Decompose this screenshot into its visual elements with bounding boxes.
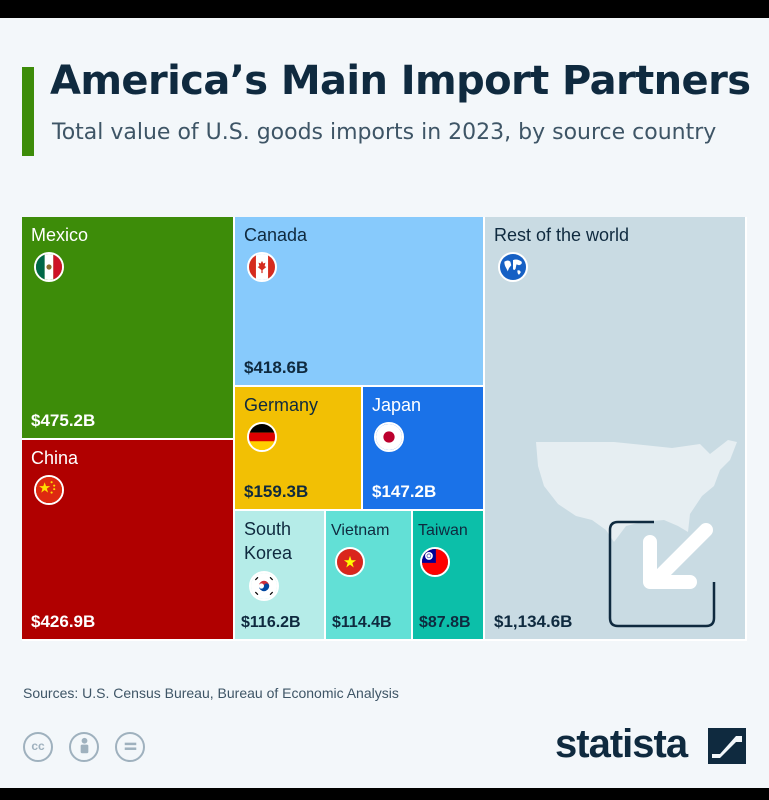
japan-flag-icon xyxy=(374,422,404,452)
title-accent-bar xyxy=(22,67,34,156)
tile-label-canada: Canada xyxy=(244,225,308,245)
tile-value-canada: $418.6B xyxy=(244,358,309,377)
us-map-icon xyxy=(536,440,737,542)
tile-label-vietnam: Vietnam xyxy=(331,522,390,539)
treemap-tile-taiwan: Taiwan $87.8B xyxy=(413,511,485,641)
statista-logo-icon xyxy=(708,728,746,764)
cc-icon[interactable]: cc xyxy=(23,732,53,762)
treemap-tile-germany: Germany $159.3B xyxy=(235,387,363,511)
germany-flag-icon xyxy=(247,422,277,452)
infographic-card: America’s Main Import Partners Total val… xyxy=(0,18,769,788)
chart-subtitle: Total value of U.S. goods imports in 202… xyxy=(52,120,717,145)
tile-label-germany: Germany xyxy=(244,395,319,415)
statista-logo[interactable]: statista xyxy=(555,722,688,766)
treemap-chart: Mexico $475.2B China $426.9B Canada $418.6B Ge… xyxy=(0,18,769,788)
tile-label-mexico: Mexico xyxy=(31,225,89,245)
treemap-tile-canada: Canada $418.6B xyxy=(235,217,485,387)
south-korea-flag-icon xyxy=(249,571,279,601)
tile-value-mexico: $475.2B xyxy=(31,411,96,430)
treemap-tile-mexico: Mexico $475.2B xyxy=(22,217,235,440)
treemap-tile-vietnam: Vietnam $114.4B xyxy=(326,511,413,641)
tile-value-japan: $147.2B xyxy=(372,482,437,501)
tile-value-china: $426.9B xyxy=(31,612,96,631)
tile-value-germany: $159.3B xyxy=(244,482,309,501)
tile-label-rest-of-the-world: Rest of the world xyxy=(494,225,630,245)
treemap-tile-rest-of-the-world: Rest of the world $1,134.6B xyxy=(485,217,747,641)
treemap-tile-japan: Japan $147.2B xyxy=(363,387,485,511)
globe-icon xyxy=(498,252,528,282)
no-derivatives-icon[interactable] xyxy=(115,732,145,762)
mexico-flag-icon xyxy=(34,252,64,282)
taiwan-flag-icon xyxy=(420,547,450,577)
tile-value-vietnam: $114.4B xyxy=(332,614,392,631)
treemap-tile-south-korea: South Korea $116.2B xyxy=(235,511,326,641)
arrow-down-left-icon xyxy=(608,520,716,628)
tile-value-rest-of-the-world: $1,134.6B xyxy=(494,612,573,631)
treemap-tile-china: China $426.9B xyxy=(22,440,235,641)
sources-note: Sources: U.S. Census Bureau, Bureau of E… xyxy=(23,685,399,701)
tile-label-taiwan: Taiwan xyxy=(418,522,468,539)
canada-flag-icon xyxy=(247,252,277,282)
attribution-icon[interactable] xyxy=(69,732,99,762)
tile-label-japan: Japan xyxy=(372,395,422,415)
tile-label-china: China xyxy=(31,448,79,468)
chart-title: America’s Main Import Partners xyxy=(50,58,751,104)
tile-value-south-korea: $116.2B xyxy=(241,614,301,631)
tile-label-south-korea: South Korea xyxy=(244,519,293,563)
vietnam-flag-icon xyxy=(335,547,365,577)
tile-value-taiwan: $87.8B xyxy=(419,614,471,631)
china-flag-icon xyxy=(34,475,64,505)
